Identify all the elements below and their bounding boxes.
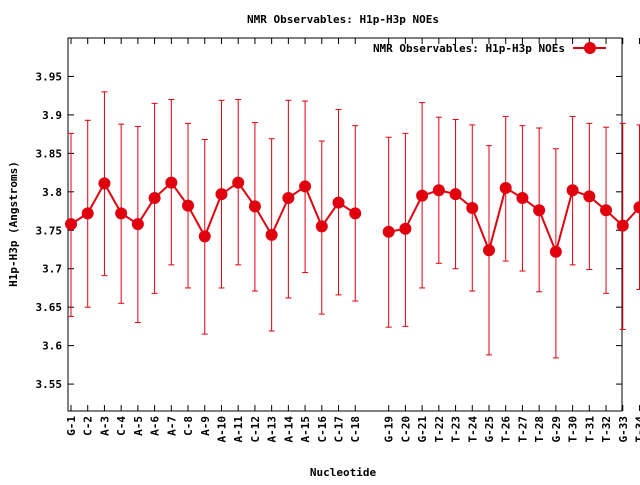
data-point bbox=[300, 181, 311, 192]
data-point bbox=[467, 202, 478, 213]
data-point bbox=[534, 205, 545, 216]
chart-title: NMR Observables: H1p-H3p NOEs bbox=[247, 13, 439, 26]
data-point bbox=[233, 177, 244, 188]
data-point bbox=[484, 245, 495, 256]
data-point bbox=[634, 202, 640, 213]
x-tick-label: A-3 bbox=[98, 416, 111, 436]
x-tick-label: T-31 bbox=[583, 416, 596, 443]
x-tick-label: A-10 bbox=[215, 416, 228, 443]
data-point bbox=[450, 189, 461, 200]
data-point bbox=[383, 226, 394, 237]
x-tick-label: A-13 bbox=[266, 416, 279, 443]
y-axis: 3.55 3.6 3.65 3.7 3.75 3.8 3.85 3.9 3.95 bbox=[36, 70, 623, 391]
y-tick-label: 3.9 bbox=[42, 109, 62, 122]
y-axis-label: H1p-H3p (Angstroms) bbox=[7, 161, 20, 287]
data-point bbox=[99, 178, 110, 189]
y-tick-label: 3.65 bbox=[36, 301, 63, 314]
x-tick-label: C-8 bbox=[182, 416, 195, 436]
x-tick-label: T-34 bbox=[633, 416, 640, 443]
x-tick-label: T-24 bbox=[466, 416, 479, 443]
x-tick-label: C-20 bbox=[399, 416, 412, 443]
x-tick-label: C-16 bbox=[316, 416, 329, 443]
data-point bbox=[116, 208, 127, 219]
data-point bbox=[350, 208, 361, 219]
x-tick-label: C-17 bbox=[333, 416, 346, 443]
data-point bbox=[183, 200, 194, 211]
x-tick-label: A-14 bbox=[282, 416, 295, 443]
data-point bbox=[166, 177, 177, 188]
data-point bbox=[82, 208, 93, 219]
legend-label: NMR Observables: H1p-H3p NOEs bbox=[373, 42, 565, 55]
y-tick-label: 3.85 bbox=[36, 147, 63, 160]
data-point bbox=[617, 220, 628, 231]
data-point bbox=[417, 190, 428, 201]
y-tick-label: 3.55 bbox=[36, 378, 63, 391]
data-point bbox=[216, 189, 227, 200]
x-tick-label: A-5 bbox=[132, 416, 145, 436]
y-tick-label: 3.95 bbox=[36, 70, 63, 83]
data-point bbox=[66, 219, 77, 230]
data-point bbox=[149, 192, 160, 203]
data-point bbox=[199, 231, 210, 242]
y-tick-label: 3.75 bbox=[36, 224, 63, 237]
data-point bbox=[500, 182, 511, 193]
x-tick-label: T-22 bbox=[433, 416, 446, 443]
x-tick-label: C-18 bbox=[349, 416, 362, 443]
x-tick-label: C-2 bbox=[82, 416, 95, 436]
x-tick-label: T-30 bbox=[567, 416, 580, 443]
data-point bbox=[400, 223, 411, 234]
legend: NMR Observables: H1p-H3p NOEs bbox=[373, 42, 606, 55]
x-tick-label: T-28 bbox=[533, 416, 546, 443]
data-point bbox=[249, 201, 260, 212]
data-point bbox=[584, 191, 595, 202]
data-point bbox=[567, 185, 578, 196]
data-point bbox=[517, 192, 528, 203]
x-tick-label: A-6 bbox=[149, 416, 162, 436]
x-tick-label: T-27 bbox=[516, 416, 529, 443]
x-tick-label: A-9 bbox=[199, 416, 212, 436]
data-point bbox=[550, 246, 561, 257]
x-tick-label: T-32 bbox=[600, 416, 613, 443]
series-line bbox=[71, 183, 355, 237]
x-tick-label: T-26 bbox=[500, 416, 513, 443]
data-point bbox=[433, 185, 444, 196]
y-tick-label: 3.8 bbox=[42, 186, 62, 199]
error-bars bbox=[68, 92, 640, 358]
x-tick-label: A-15 bbox=[299, 416, 312, 443]
x-tick-label: G-33 bbox=[617, 416, 630, 443]
x-tick-label: G-19 bbox=[383, 416, 396, 443]
x-tick-label: G-21 bbox=[416, 416, 429, 443]
data-point bbox=[132, 219, 143, 230]
x-tick-label: A-7 bbox=[165, 416, 178, 436]
data-point bbox=[283, 192, 294, 203]
x-tick-label: G-1 bbox=[65, 416, 78, 436]
x-axis-label: Nucleotide bbox=[310, 466, 377, 479]
data-point bbox=[333, 197, 344, 208]
legend-marker bbox=[585, 43, 596, 54]
x-tick-label: C-4 bbox=[115, 416, 128, 436]
y-tick-label: 3.7 bbox=[42, 263, 62, 276]
x-tick-label: A-11 bbox=[232, 416, 245, 443]
x-tick-label: T-23 bbox=[450, 416, 463, 443]
y-tick-label: 3.6 bbox=[42, 340, 62, 353]
x-tick-label: G-29 bbox=[550, 416, 563, 443]
data-point bbox=[316, 221, 327, 232]
x-tick-label: G-25 bbox=[483, 416, 496, 443]
x-tick-label: C-12 bbox=[249, 416, 262, 443]
data-point bbox=[266, 229, 277, 240]
data-point bbox=[601, 205, 612, 216]
